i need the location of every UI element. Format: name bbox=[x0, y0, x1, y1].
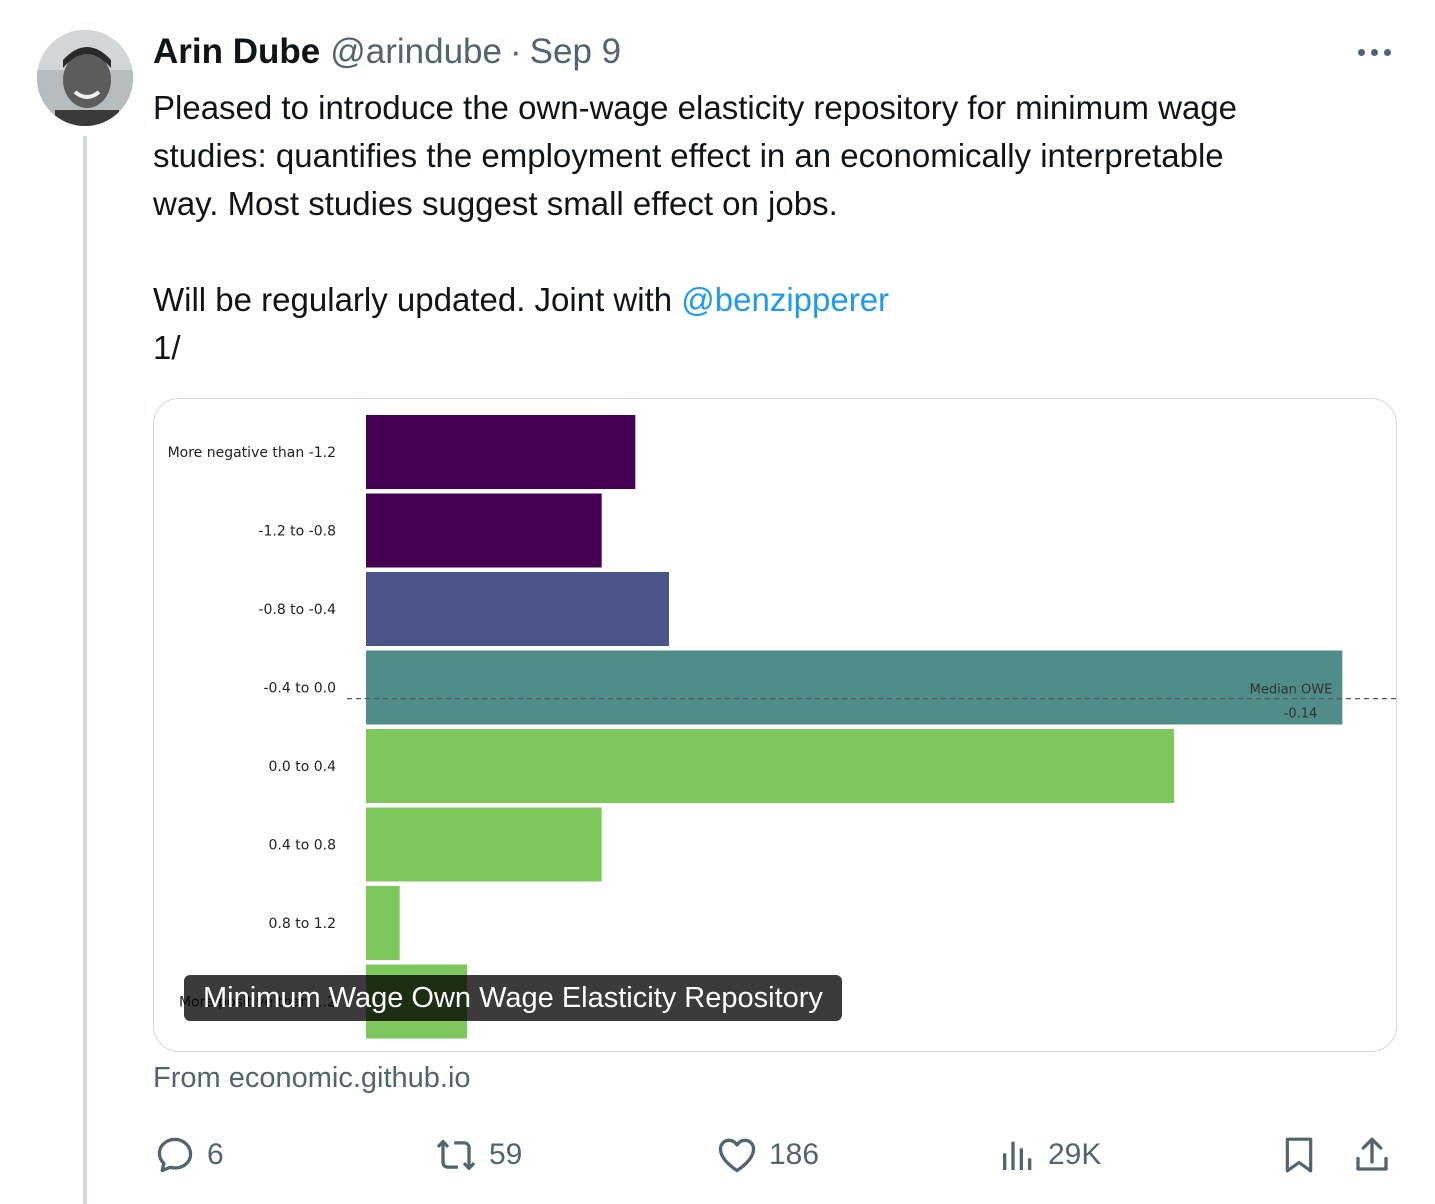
chart-bar bbox=[366, 729, 1174, 803]
card-source-domain[interactable]: economic.github.io bbox=[228, 1062, 471, 1094]
tweet-text-line: studies: quantifies the employment effec… bbox=[153, 137, 1224, 174]
bookmark-icon bbox=[1285, 1137, 1313, 1173]
tweet-header: Arin Dube @arindube · Sep 9 bbox=[153, 32, 621, 76]
median-label: Median OWE bbox=[1250, 683, 1333, 698]
card-title: Minimum Wage Own Wage Elasticity Reposit… bbox=[184, 975, 842, 1021]
avatar-photo bbox=[37, 30, 133, 126]
link-card[interactable]: More negative than -1.2 -1.2 to -0.8 -0.8 … bbox=[153, 398, 1397, 1052]
avatar[interactable] bbox=[37, 30, 133, 126]
chart-bar bbox=[366, 493, 602, 568]
category-label: More negative than -1.2 bbox=[168, 445, 336, 461]
tweet-text-segment: Will be regularly updated. Joint with bbox=[153, 281, 682, 318]
share-button[interactable] bbox=[1351, 1130, 1393, 1180]
tweet-text-line: way. Most studies suggest small effect o… bbox=[153, 185, 838, 222]
like-button[interactable]: 186 bbox=[715, 1130, 819, 1180]
like-count: 186 bbox=[769, 1138, 820, 1171]
views-button[interactable]: 29K bbox=[998, 1130, 1101, 1180]
header-separator: · bbox=[510, 32, 522, 71]
more-dots-icon[interactable] bbox=[1352, 38, 1396, 66]
card-source-prefix: From bbox=[153, 1062, 229, 1094]
chart-bar bbox=[366, 415, 636, 489]
category-label: -0.8 to -0.4 bbox=[258, 602, 336, 618]
chart-bar bbox=[366, 650, 1343, 725]
category-label: 0.8 to 1.2 bbox=[269, 916, 336, 932]
median-value: -0.14 bbox=[1284, 707, 1318, 722]
tweet-actions: 6 59 186 29K bbox=[153, 1130, 1395, 1180]
tweet-text: Pleased to introduce the own-wage elasti… bbox=[153, 84, 1403, 372]
histogram-chart: More negative than -1.2 -1.2 to -0.8 -0.8 … bbox=[168, 415, 1396, 1039]
share-icon bbox=[1356, 1137, 1388, 1171]
reply-count: 6 bbox=[207, 1138, 224, 1171]
author-handle[interactable]: @arindube bbox=[330, 32, 502, 71]
category-label: 0.0 to 0.4 bbox=[269, 759, 337, 775]
thread-line bbox=[83, 136, 87, 1204]
category-label: -1.2 to -0.8 bbox=[258, 524, 336, 540]
more-dot bbox=[1370, 48, 1378, 56]
category-label: -0.4 to 0.0 bbox=[263, 681, 336, 697]
chart-bar bbox=[366, 886, 400, 960]
more-dot bbox=[1357, 48, 1365, 56]
heart-icon bbox=[718, 1138, 756, 1173]
card-source: From economic.github.io bbox=[153, 1062, 471, 1095]
category-label: 0.4 to 0.8 bbox=[269, 838, 336, 854]
paragraph-gap bbox=[153, 228, 1403, 276]
tweet-text-line: 1/ bbox=[153, 329, 181, 366]
chart-bar bbox=[366, 572, 669, 646]
bookmark-button[interactable] bbox=[1279, 1130, 1319, 1180]
retweet-count: 59 bbox=[489, 1138, 523, 1171]
chart-bar bbox=[366, 807, 602, 882]
author-name[interactable]: Arin Dube bbox=[153, 32, 321, 71]
tweet-text-line: Will be regularly updated. Joint with @b… bbox=[153, 276, 1403, 324]
tweet-text-line: Pleased to introduce the own-wage elasti… bbox=[153, 89, 1238, 126]
more-dot bbox=[1383, 48, 1391, 56]
reply-icon bbox=[157, 1137, 193, 1173]
reply-button[interactable]: 6 bbox=[153, 1130, 224, 1180]
mention-link[interactable]: @benzipperer bbox=[681, 281, 890, 318]
tweet-date[interactable]: Sep 9 bbox=[529, 32, 622, 71]
views-chart-icon bbox=[1003, 1141, 1032, 1170]
retweet-button[interactable]: 59 bbox=[433, 1130, 522, 1180]
views-count: 29K bbox=[1048, 1138, 1102, 1171]
retweet-icon bbox=[436, 1139, 476, 1171]
